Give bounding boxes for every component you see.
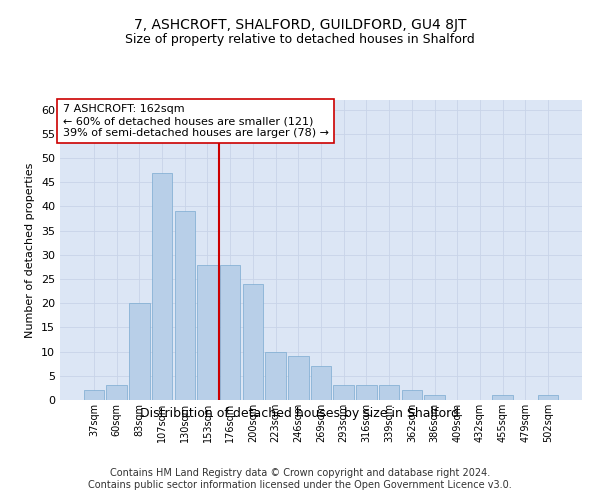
Bar bbox=[538, 395, 558, 400]
Bar bbox=[152, 172, 172, 400]
Bar bbox=[129, 303, 149, 400]
Text: Size of property relative to detached houses in Shalford: Size of property relative to detached ho… bbox=[125, 32, 475, 46]
Bar bbox=[175, 212, 195, 400]
Text: 7, ASHCROFT, SHALFORD, GUILDFORD, GU4 8JT: 7, ASHCROFT, SHALFORD, GUILDFORD, GU4 8J… bbox=[134, 18, 466, 32]
Bar bbox=[197, 264, 218, 400]
Bar bbox=[265, 352, 286, 400]
Bar bbox=[424, 395, 445, 400]
Bar bbox=[288, 356, 308, 400]
Bar bbox=[106, 386, 127, 400]
Text: Distribution of detached houses by size in Shalford: Distribution of detached houses by size … bbox=[140, 408, 460, 420]
Text: 7 ASHCROFT: 162sqm
← 60% of detached houses are smaller (121)
39% of semi-detach: 7 ASHCROFT: 162sqm ← 60% of detached hou… bbox=[62, 104, 329, 138]
Bar bbox=[220, 264, 241, 400]
Bar bbox=[334, 386, 354, 400]
Bar bbox=[84, 390, 104, 400]
Text: Contains HM Land Registry data © Crown copyright and database right 2024.
Contai: Contains HM Land Registry data © Crown c… bbox=[88, 468, 512, 490]
Bar bbox=[311, 366, 331, 400]
Bar bbox=[379, 386, 400, 400]
Bar bbox=[493, 395, 513, 400]
Bar bbox=[401, 390, 422, 400]
Bar bbox=[356, 386, 377, 400]
Bar bbox=[242, 284, 263, 400]
Y-axis label: Number of detached properties: Number of detached properties bbox=[25, 162, 35, 338]
